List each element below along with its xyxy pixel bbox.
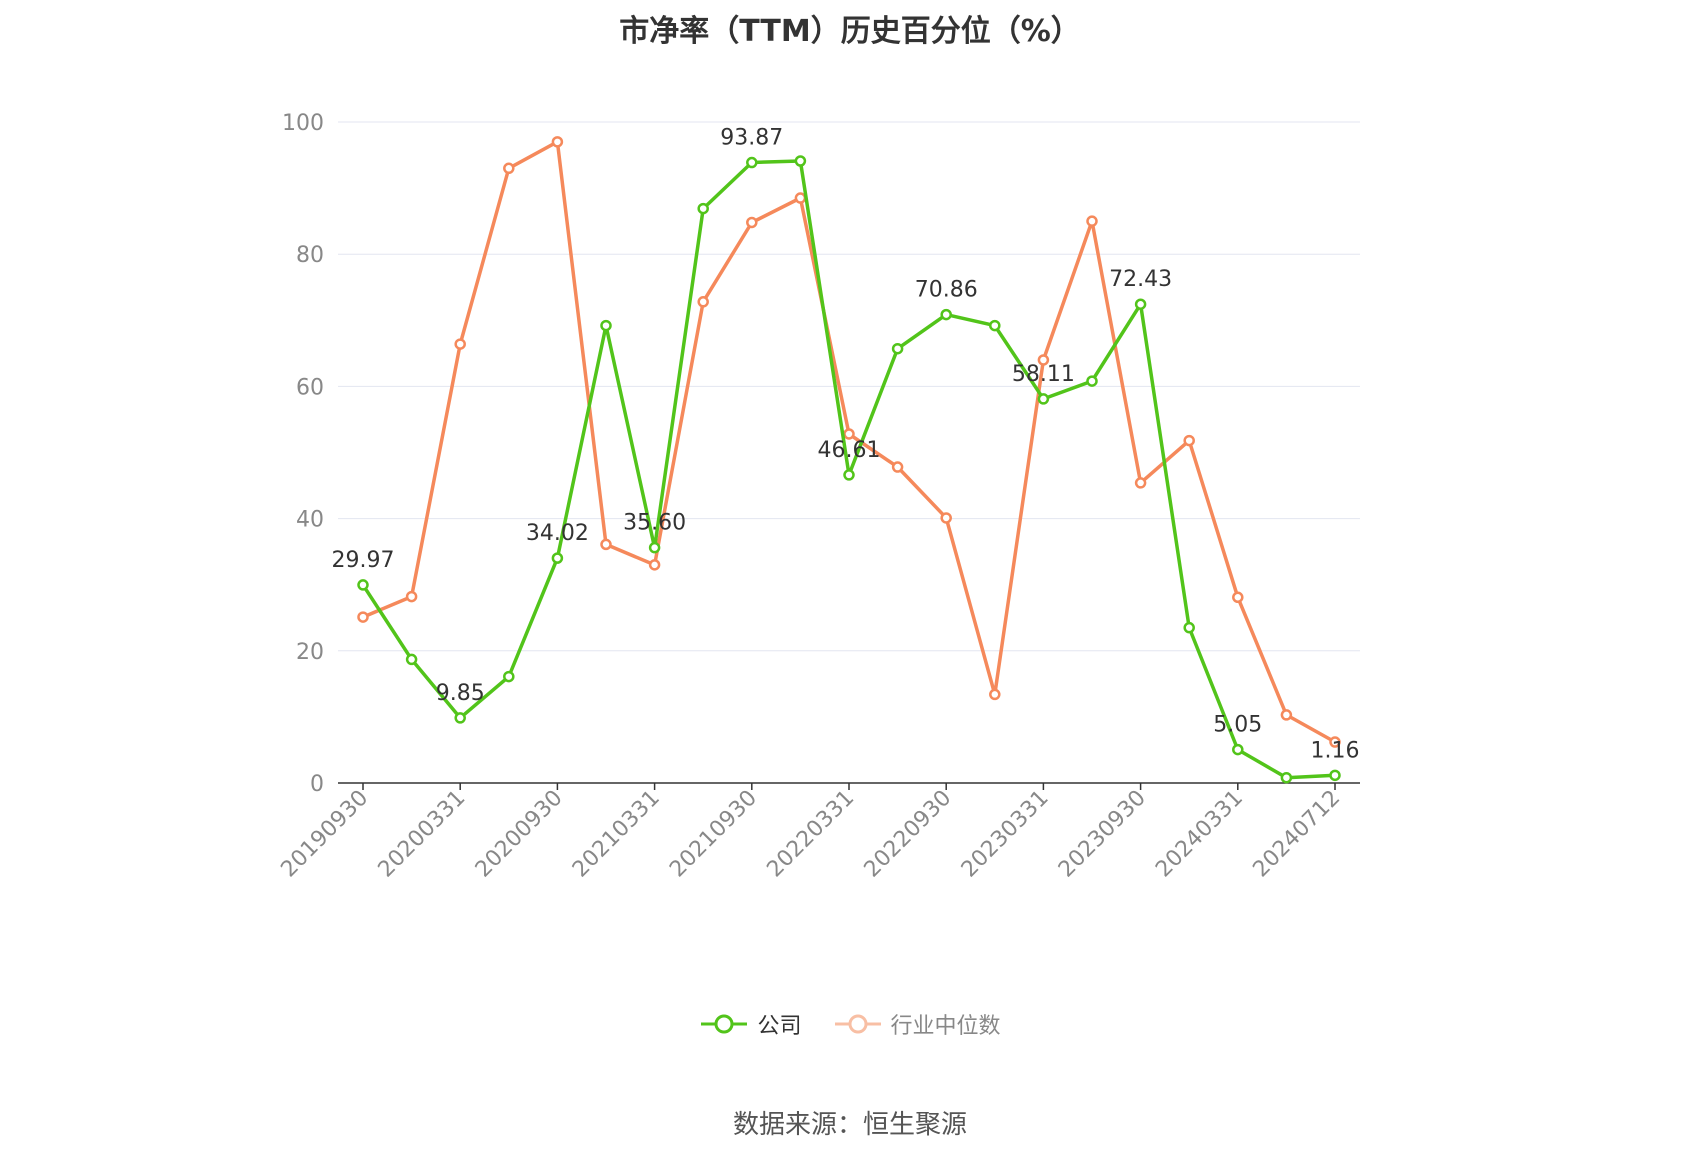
data-point-industry-median	[600, 538, 612, 551]
y-tick-label: 60	[296, 375, 324, 400]
data-label: 1.16	[1311, 738, 1360, 763]
data-point-company	[697, 202, 709, 215]
y-tick-label: 100	[282, 111, 324, 136]
data-point-company	[989, 319, 1001, 332]
data-point-industry-median	[989, 688, 1001, 701]
data-label: 5.05	[1213, 713, 1262, 738]
data-point-industry-median	[1232, 591, 1244, 604]
data-point-industry-median	[794, 192, 807, 204]
data-label: 46.61	[818, 438, 881, 463]
data-label: 34.02	[526, 521, 589, 546]
data-point-industry-median	[551, 136, 564, 148]
data-point-industry-median	[1037, 354, 1050, 366]
data-point-industry-median	[405, 590, 418, 603]
data-point-company	[891, 342, 904, 355]
data-point-industry-median	[1134, 477, 1147, 489]
data-point-company	[600, 319, 612, 332]
data-label: 72.43	[1109, 267, 1172, 292]
data-point-company	[454, 712, 466, 724]
chart-title: 市净率（TTM）历史百分位（%）	[619, 14, 1081, 49]
x-tick-label: 20230930	[1054, 786, 1151, 883]
data-point-industry-median	[746, 216, 758, 229]
data-point-industry-median	[454, 338, 466, 350]
data-point-company	[1280, 771, 1293, 784]
data-point-company	[405, 653, 418, 666]
data-point-industry-median	[1280, 709, 1293, 721]
y-tick-label: 40	[296, 508, 324, 533]
data-label: 35.60	[623, 511, 686, 536]
x-tick-label: 20220331	[762, 786, 859, 883]
data-source: 数据来源：恒生聚源	[732, 1110, 967, 1140]
data-label: 70.86	[915, 278, 978, 303]
legend: 公司 行业中位数	[0, 1008, 1700, 1040]
data-point-company	[843, 469, 855, 481]
data-point-company	[1232, 743, 1244, 756]
data-point-industry-median	[503, 162, 515, 175]
data-point-industry-median	[357, 611, 369, 623]
data-point-company	[551, 552, 564, 564]
x-tick-label: 20230331	[957, 786, 1054, 883]
data-label: 29.97	[332, 548, 395, 573]
data-point-industry-median	[697, 296, 709, 308]
data-point-company	[940, 308, 952, 321]
x-tick-label: 20190930	[276, 786, 373, 883]
data-label: 93.87	[720, 126, 783, 151]
data-point-company	[1086, 375, 1098, 387]
data-point-industry-median	[1086, 215, 1098, 227]
data-point-company	[746, 156, 758, 169]
data-point-company	[1134, 298, 1147, 310]
data-point-company	[648, 541, 661, 554]
x-tick-label: 20240712	[1248, 786, 1345, 883]
data-point-company	[1037, 393, 1050, 405]
data-point-company	[1183, 621, 1195, 634]
y-tick-label: 20	[296, 640, 324, 665]
x-tick-label: 20240331	[1151, 786, 1248, 883]
data-point-industry-median	[843, 428, 855, 440]
legend-industry-marker	[834, 1014, 881, 1034]
legend-item-company[interactable]: 公司	[699, 1008, 802, 1040]
data-point-company	[503, 670, 515, 683]
legend-company-marker	[701, 1014, 748, 1034]
data-point-company	[1329, 769, 1341, 782]
data-point-industry-median	[648, 559, 661, 571]
legend-item-industry-median[interactable]: 行业中位数	[833, 1008, 1001, 1040]
data-point-industry-median	[1183, 434, 1195, 447]
legend-label-industry-median: 行业中位数	[890, 1014, 1001, 1039]
legend-label-company: 公司	[757, 1014, 802, 1039]
x-tick-label: 20220930	[860, 786, 957, 883]
data-label: 9.85	[436, 681, 485, 706]
data-point-industry-median	[891, 461, 904, 473]
data-point-company	[794, 155, 807, 167]
data-point-company	[357, 579, 369, 591]
x-tick-label: 20210331	[568, 786, 665, 883]
y-tick-label: 0	[310, 772, 324, 797]
data-point-industry-median	[1329, 736, 1341, 748]
data-point-industry-median	[940, 512, 952, 524]
x-tick-label: 20200930	[471, 786, 568, 883]
data-label: 58.11	[1012, 362, 1075, 387]
y-tick-label: 80	[296, 243, 324, 268]
x-tick-label: 20210930	[665, 786, 762, 883]
x-tick-label: 20200331	[374, 786, 471, 883]
